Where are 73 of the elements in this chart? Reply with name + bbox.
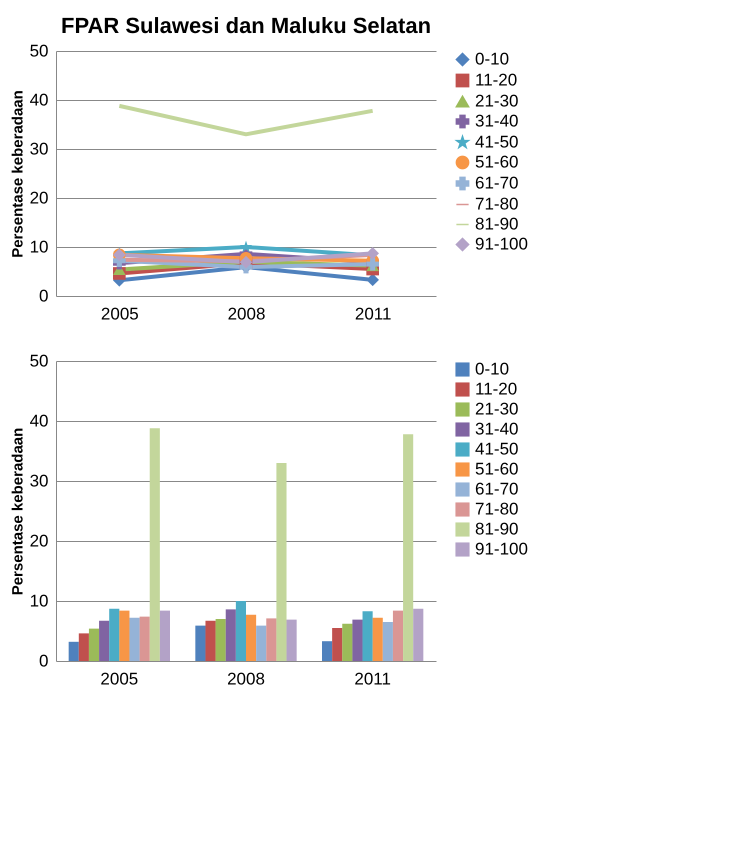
x-tick-label: 2005 [100, 670, 138, 688]
y-axis-title: Persentase keberadaan [10, 428, 27, 596]
legend-label: 0-10 [475, 360, 510, 378]
bar [109, 608, 120, 661]
bar [99, 620, 110, 661]
legend-label: 51-60 [475, 460, 518, 478]
y-tick-label: 10 [30, 592, 48, 610]
bar [150, 428, 160, 661]
bar [266, 618, 276, 661]
bar [195, 626, 206, 661]
point [240, 240, 252, 252]
legend-label: 31-40 [475, 420, 518, 438]
bar [286, 620, 297, 661]
y-tick-label: 50 [30, 42, 48, 60]
point [366, 274, 379, 286]
bar [119, 610, 130, 661]
x-tick-label: 2008 [228, 304, 266, 324]
y-axis-title: Persentase keberadaan [10, 90, 27, 258]
bar [129, 618, 140, 661]
legend-label: 21-30 [475, 92, 518, 110]
x-tick-label: 2011 [354, 304, 392, 324]
bar [205, 620, 216, 661]
bar [68, 642, 79, 661]
x-tick-label: 2008 [227, 670, 265, 688]
y-tick-label: 20 [30, 532, 48, 550]
legend-label: 41-50 [475, 132, 518, 152]
bar [342, 624, 352, 661]
legend-label: 71-80 [475, 500, 518, 518]
bar [216, 619, 226, 661]
legend-label: 41-50 [475, 440, 518, 458]
bar [382, 622, 393, 661]
bar [392, 610, 404, 661]
bar [160, 610, 170, 661]
legend-label: 11-20 [475, 380, 518, 398]
bar [78, 633, 89, 661]
x-tick-label: 2005 [100, 304, 139, 324]
bar [372, 618, 383, 661]
x-tick-label: 2011 [354, 670, 391, 688]
y-tick-label: 40 [30, 90, 48, 110]
legend-label: 31-40 [475, 112, 518, 130]
bar [140, 616, 150, 661]
y-tick-label: 0 [39, 286, 48, 306]
bar [362, 611, 373, 661]
legend-label: 71-80 [475, 194, 518, 214]
bar [322, 641, 332, 661]
bar [256, 626, 266, 661]
y-tick-label: 30 [30, 472, 48, 490]
legend-label: 11-20 [475, 70, 518, 90]
bar [226, 609, 236, 661]
bar [413, 608, 424, 661]
bar [88, 628, 100, 661]
legend-label: 61-70 [475, 480, 518, 498]
legend-label: 61-70 [475, 174, 518, 192]
chart-title: FPAR Sulawesi dan Maluku Selatan [60, 13, 432, 38]
bar [352, 620, 363, 661]
bar [276, 463, 287, 661]
legend-label: 81-90 [475, 214, 518, 234]
legend-label: 91-100 [475, 540, 528, 558]
bar [246, 614, 256, 661]
bar [403, 434, 414, 661]
legend-label: 81-90 [475, 520, 518, 538]
y-tick-label: 30 [30, 140, 48, 158]
y-tick-label: 20 [30, 188, 48, 208]
y-tick-label: 0 [39, 652, 48, 670]
y-tick-label: 10 [30, 238, 48, 256]
legend-label: 51-60 [475, 152, 518, 172]
bar [332, 628, 342, 661]
legend-label: 21-30 [475, 400, 518, 418]
y-tick-label: 50 [30, 352, 48, 370]
y-tick-label: 40 [30, 412, 48, 430]
legend-label: 0-10 [475, 50, 510, 68]
bar [236, 601, 246, 661]
legend-label: 91-100 [475, 234, 528, 254]
